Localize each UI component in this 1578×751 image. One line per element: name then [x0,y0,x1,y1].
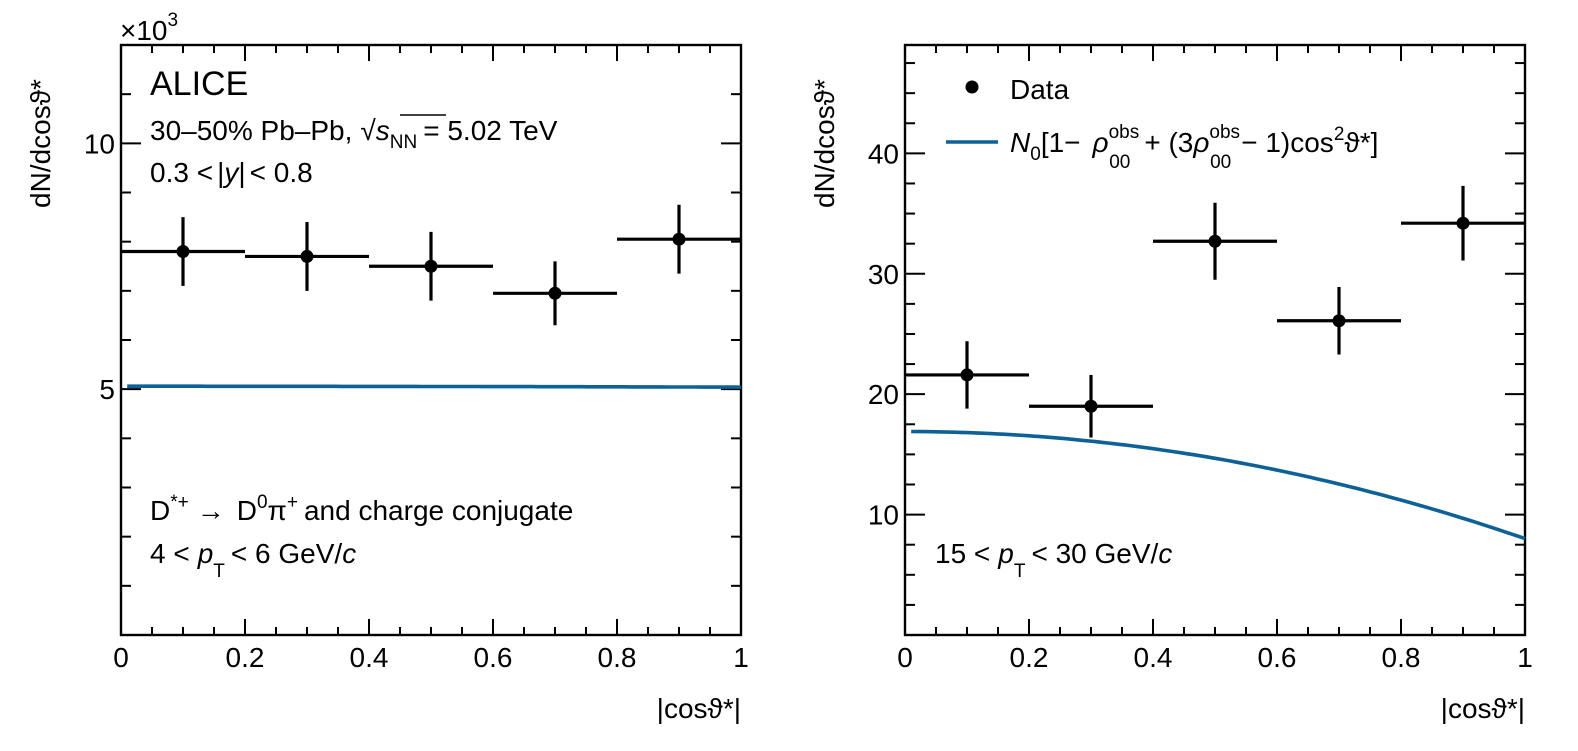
left-x-tick-label: 1 [733,642,749,673]
left-y-multiplier: ×103 [120,10,178,46]
legend: Data N0[1− ρobs 00+ (3ρobs 00− 1)cos2ϑ*] [946,74,1378,173]
right-x-tick-label: 0.6 [1258,642,1297,673]
right-y-tick-label: 30 [868,259,899,290]
legend-data-label: Data [1010,74,1070,105]
left-y-tick-label: 10 [84,128,115,159]
left-x-tick-label: 0.6 [474,642,513,673]
left-data-point [548,286,562,300]
rapidity-label: 0.3 < |y| < 0.8 [150,157,313,188]
right-fit-curve [911,429,1526,541]
left-y-axis-title: dN/dcosϑ* [25,79,56,208]
right-ticks [904,45,1526,635]
right-data-point [1456,216,1470,230]
experiment-label: ALICE [150,65,248,103]
legend-fit-label: N0[1− ρobs 00+ (3ρobs 00− 1)cos2ϑ*] [1010,122,1378,173]
right-data-marks [905,185,1526,541]
left-x-axis-title: |cosϑ*| [657,693,741,724]
left-pt-label: 4 < pT< 6 GeV/c [150,538,356,582]
right-data-point [960,368,974,382]
left-x-tick-label: 0 [113,642,129,673]
left-y-tick-labels: 5 10 [84,128,115,405]
right-data-point [1208,234,1222,248]
left-data-point [424,259,438,273]
left-x-tick-label: 0.2 [226,642,265,673]
left-data-point [672,232,686,246]
decay-label: D*+ → D0π+ and charge conjugate [150,492,573,526]
right-x-tick-label: 0 [897,642,913,673]
legend-data-marker [965,80,979,94]
right-data-point [1084,399,1098,413]
right-x-tick-labels: 0 0.2 0.4 0.6 0.8 1 [897,642,1533,673]
right-y-axis-title: dN/dcosϑ* [809,79,840,208]
right-y-tick-label: 40 [868,138,899,169]
right-pt-label: 15 < pT< 30 GeV/c [935,538,1172,582]
left-y-tick-label: 5 [99,374,115,405]
right-panel: 0 0.2 0.4 0.6 0.8 1 10 20 30 40 dN/dcosϑ* |cosϑ*… [809,43,1533,724]
left-ticks [120,45,742,635]
right-data-point [1332,314,1346,328]
right-x-tick-label: 1 [1517,642,1533,673]
right-y-tick-label: 20 [868,379,899,410]
left-panel: 0 0.2 0.4 0.6 0.8 1 5 10 ×103 dN/dcosϑ* |cosϑ*… [25,10,749,724]
left-x-tick-labels: 0 0.2 0.4 0.6 0.8 1 [113,642,749,673]
left-data-point [300,249,314,263]
left-x-tick-label: 0.4 [350,642,389,673]
left-x-tick-label: 0.8 [598,642,637,673]
right-y-tick-label: 10 [868,500,899,531]
right-x-tick-label: 0.2 [1010,642,1049,673]
right-x-axis-title: |cosϑ*| [1441,693,1525,724]
right-x-tick-label: 0.4 [1134,642,1173,673]
left-fit-curve [127,384,742,389]
right-x-tick-label: 0.8 [1382,642,1421,673]
left-data-point [176,245,190,258]
right-y-tick-labels: 10 20 30 40 [868,138,899,530]
collision-label: 30–50% Pb–Pb, √sNN = 5.02 TeV [150,115,558,153]
left-data-marks [121,204,742,389]
